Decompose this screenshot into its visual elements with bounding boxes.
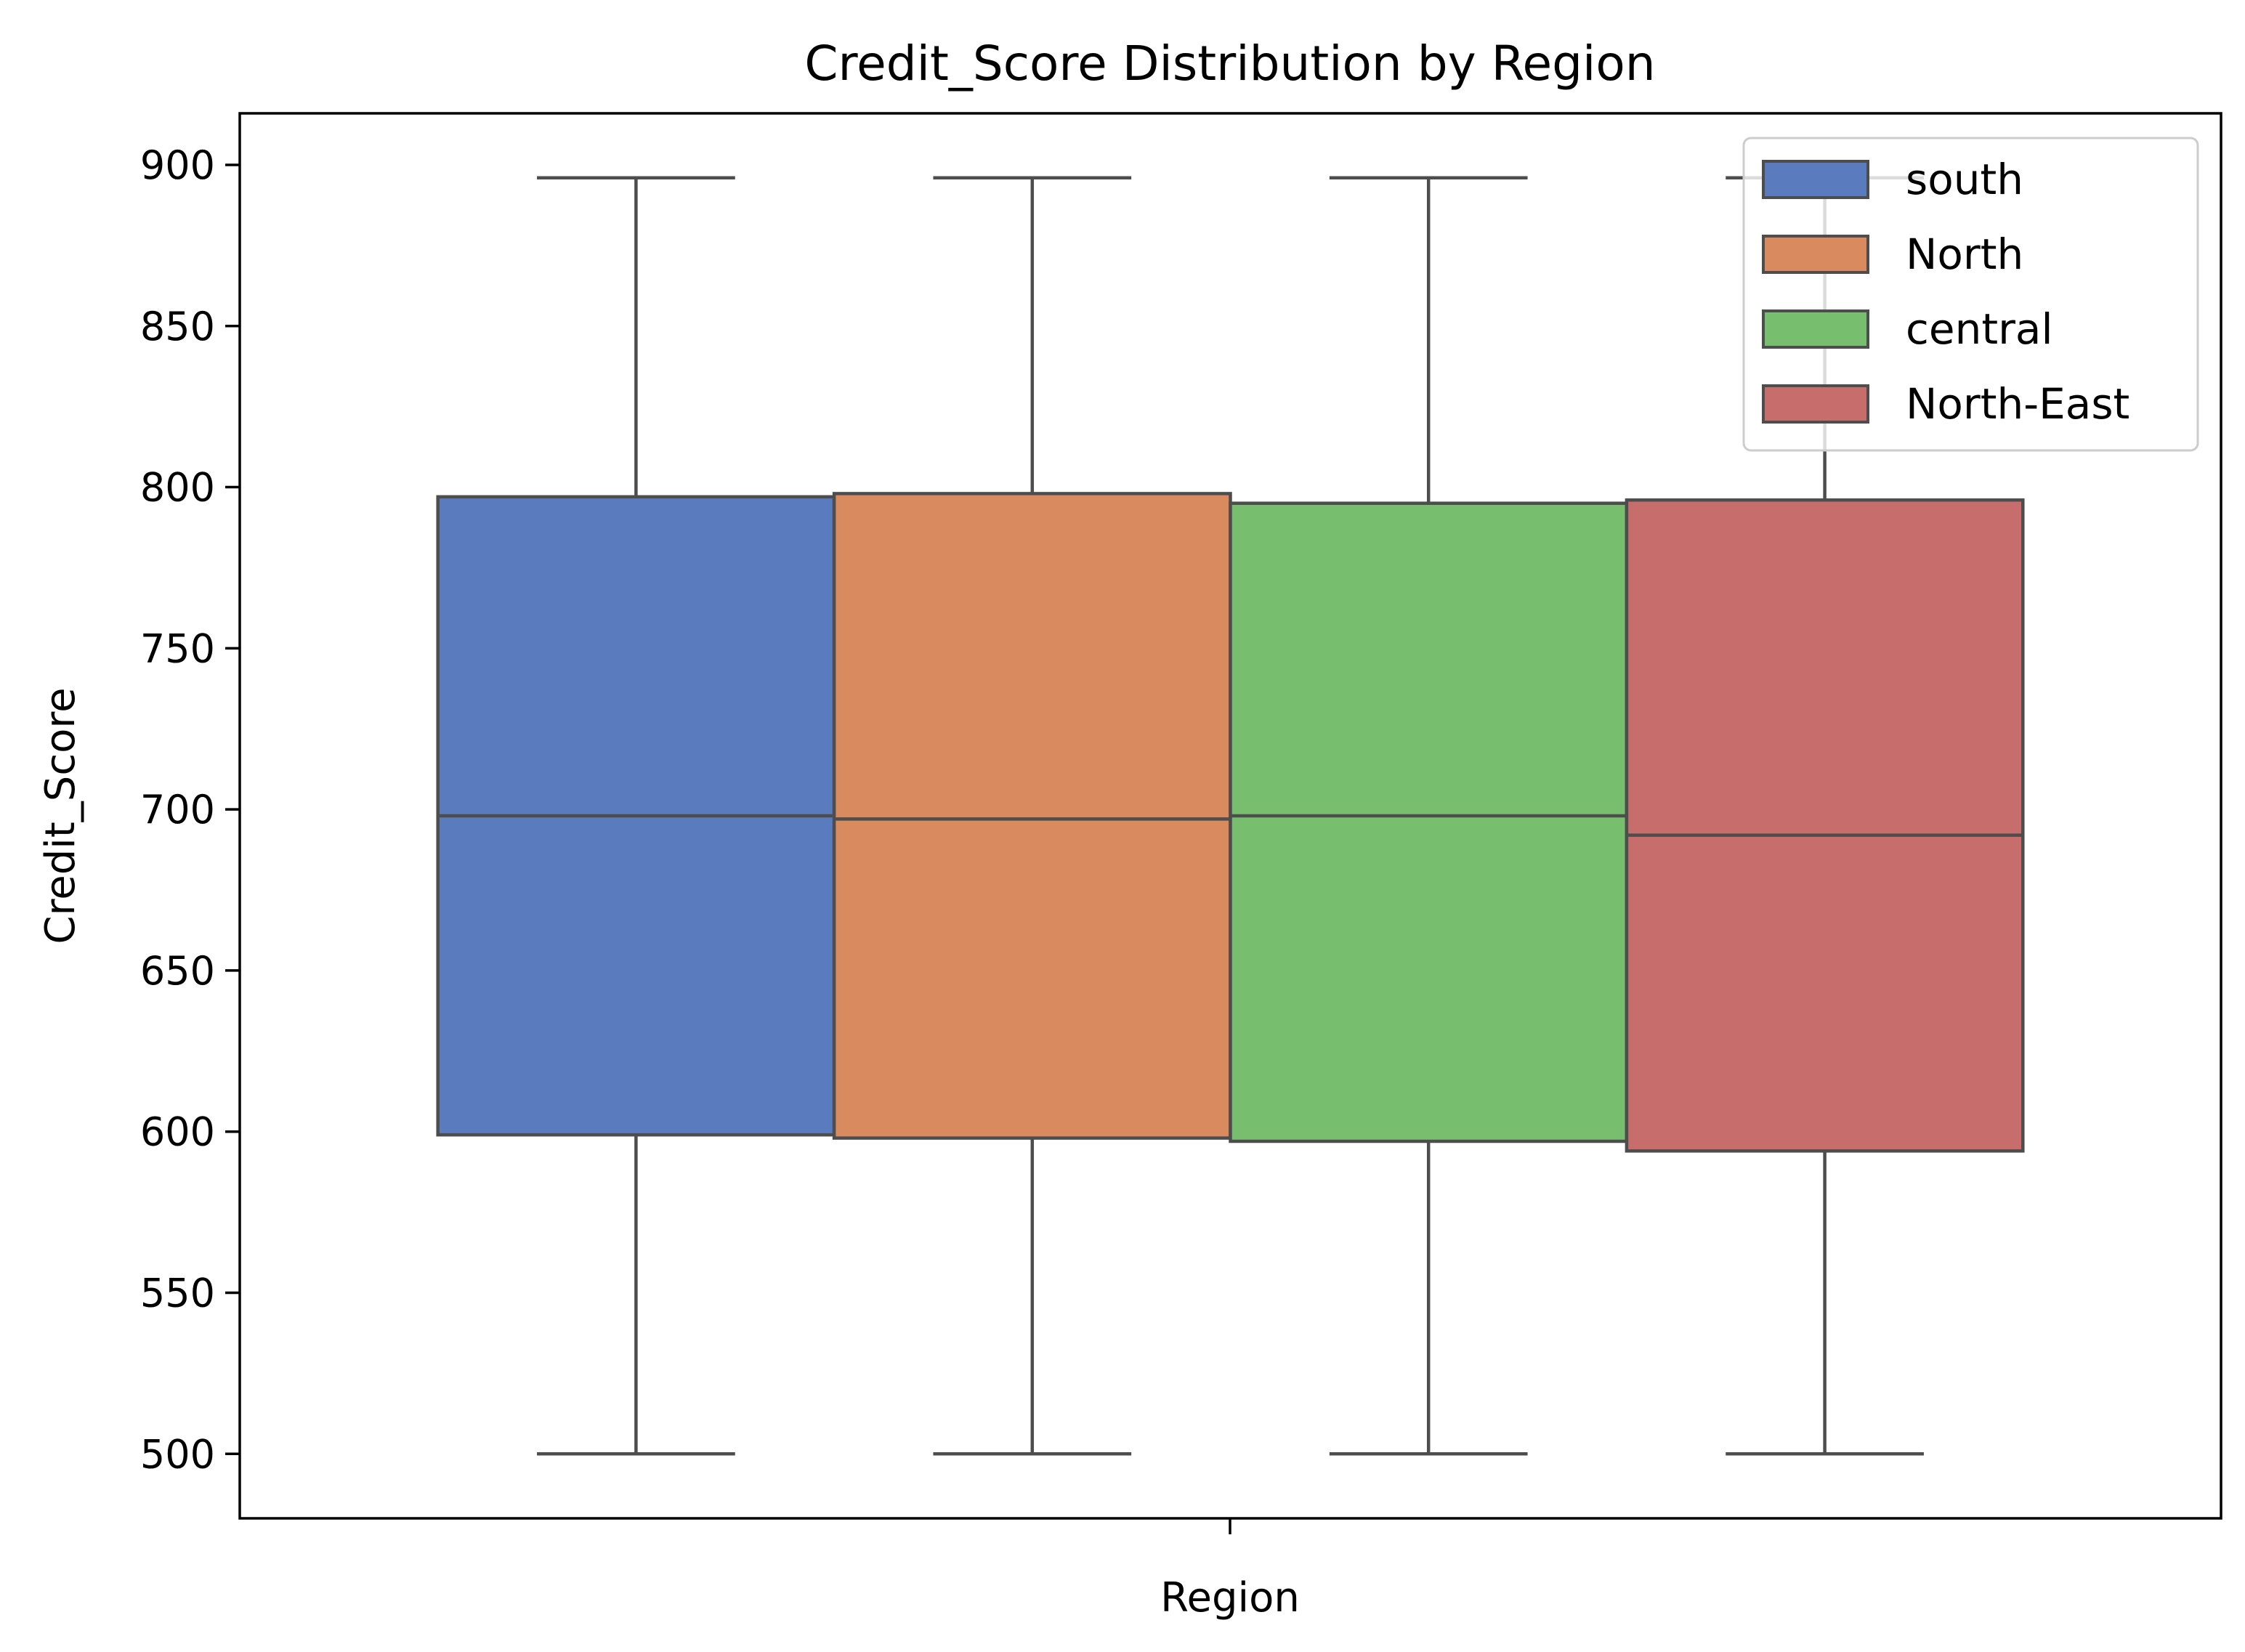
y-tick-label: 850 — [140, 304, 215, 349]
legend-item-north: North — [1762, 230, 2023, 279]
x-axis-title: Region — [1160, 1574, 1300, 1621]
y-tick-label: 800 — [140, 465, 215, 511]
legend-swatch — [1762, 309, 1869, 349]
box-north-east — [1625, 176, 2025, 1456]
y-tick-label: 700 — [140, 787, 215, 833]
boxes-layer — [436, 176, 2025, 1456]
legend-swatch — [1762, 384, 1869, 424]
y-tick-label: 600 — [140, 1109, 215, 1155]
y-tick-label: 500 — [140, 1431, 215, 1477]
legend-frame — [1742, 137, 2199, 452]
legend-label: south — [1906, 155, 2023, 204]
box-central — [1229, 176, 1629, 1456]
chart-title: Credit_Score Distribution by Region — [804, 36, 1655, 92]
legend-item-south: south — [1762, 155, 2023, 204]
legend: south North central North-East — [1742, 137, 2199, 452]
legend-item-central: central — [1762, 304, 2053, 354]
legend-label: central — [1906, 304, 2053, 354]
y-tick-label: 550 — [140, 1270, 215, 1316]
box-iqr — [1625, 498, 2025, 1153]
box-south — [436, 176, 836, 1456]
y-tick-label: 650 — [140, 948, 215, 994]
y-axis-title: Credit_Score — [37, 687, 84, 944]
legend-swatch — [1762, 160, 1869, 199]
y-tick-label: 900 — [140, 142, 215, 188]
legend-swatch — [1762, 235, 1869, 274]
box-iqr — [832, 492, 1232, 1140]
y-axis: 500 550 600 650 700 750 800 850 900 — [140, 142, 240, 1477]
y-tick-label: 750 — [140, 625, 215, 671]
legend-label: North — [1906, 230, 2023, 279]
box-north — [832, 176, 1232, 1456]
box-iqr — [1229, 501, 1629, 1143]
legend-item-north-east: North-East — [1762, 379, 2129, 429]
legend-label: North-East — [1906, 379, 2129, 429]
